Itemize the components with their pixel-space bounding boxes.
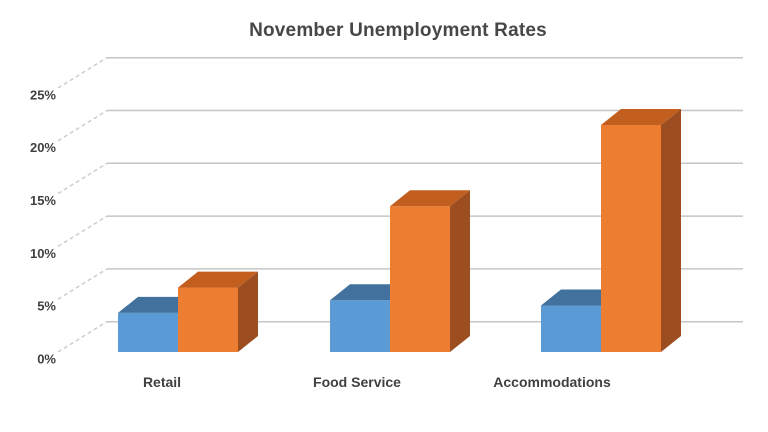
bar-s1-retail-front — [118, 312, 178, 352]
chart-title: November Unemployment Rates — [249, 20, 547, 41]
bar-s2-food-service-front — [390, 206, 450, 352]
bar-s1-food-service-front — [330, 300, 390, 352]
bar-s2-food-service-side — [450, 190, 470, 352]
axis-depth-connector — [57, 321, 108, 353]
bar-s2-retail-side — [238, 271, 258, 352]
y-tick-label: 20% — [30, 140, 56, 155]
axis-depth-connector — [57, 162, 108, 195]
bar-s2-accommodations-side — [661, 108, 681, 353]
bar-s2-retail-front — [178, 287, 238, 352]
bar-s2-retail-top — [178, 271, 258, 288]
y-tick-label: 5% — [37, 299, 56, 314]
y-tick-label: 0% — [37, 351, 56, 366]
category-label: Retail — [143, 374, 181, 390]
x-axis-labels-group: Retail Food Service Accommodations — [143, 374, 611, 390]
y-axis-labels-group: 0% 5% 10% 15% 20% 25% — [30, 87, 56, 366]
axis-depth-connector — [57, 215, 108, 248]
category-label: Accommodations — [493, 374, 611, 390]
bars-group — [118, 108, 681, 353]
y-tick-label: 15% — [30, 193, 56, 208]
y-tick-label: 25% — [30, 87, 56, 102]
bar-s1-accommodations-front — [541, 305, 601, 352]
y-tick-label: 10% — [30, 246, 56, 261]
axis-connectors-group — [57, 57, 108, 353]
axis-depth-connector — [57, 109, 108, 142]
bar-s2-accommodations-front — [601, 124, 661, 353]
category-label: Food Service — [313, 374, 401, 390]
axis-depth-connector — [57, 57, 108, 89]
bar-s2-accommodations-top — [601, 108, 681, 125]
bar-s2-food-service-top — [390, 190, 470, 207]
axis-depth-connector — [57, 268, 108, 300]
